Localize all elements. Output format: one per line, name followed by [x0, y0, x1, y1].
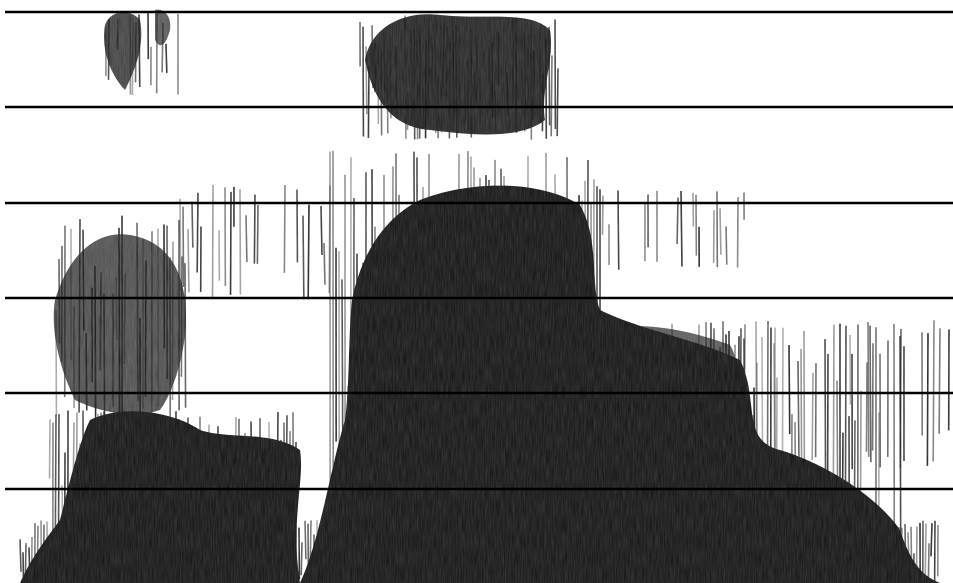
grid-lines — [5, 10, 953, 491]
